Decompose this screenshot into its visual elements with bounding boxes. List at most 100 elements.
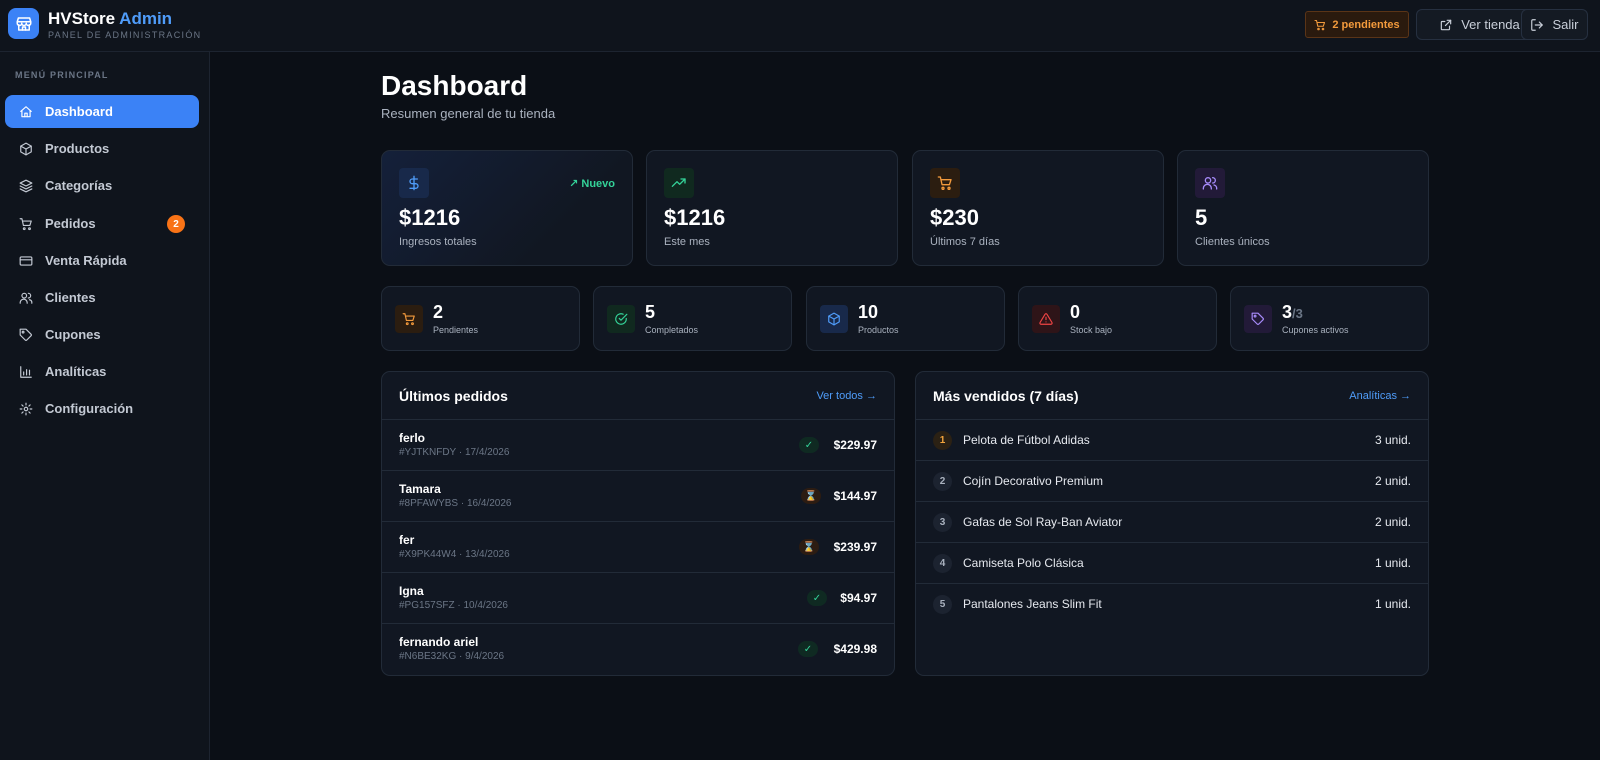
store-logo-icon[interactable]	[8, 8, 39, 39]
cart-icon	[395, 305, 423, 333]
brand-subtitle: PANEL DE ADMINISTRACIÓN	[48, 30, 202, 40]
panel-title: Más vendidos (7 días)	[933, 388, 1079, 404]
sidebar-item-label: Venta Rápida	[45, 253, 127, 268]
product-qty: 2 unid.	[1374, 515, 1411, 529]
sidebar-item-configuracion[interactable]: Configuración	[5, 392, 199, 425]
view-all-orders-link[interactable]: Ver todos →	[816, 390, 877, 402]
order-row[interactable]: fer #X9PK44W4 · 13/4/2026 ⌛ $239.97	[382, 522, 894, 573]
cart-icon	[930, 168, 960, 198]
order-row[interactable]: Tamara #8PFAWYBS · 16/4/2026 ⌛ $144.97	[382, 471, 894, 522]
pending-orders-label: 2 pendientes	[1332, 18, 1400, 31]
best-seller-row[interactable]: 4 Camiseta Polo Clásica 1 unid.	[916, 543, 1428, 584]
mini-card-pending: 2 Pendientes	[381, 286, 580, 351]
sidebar-item-label: Dashboard	[45, 104, 113, 119]
mini-value: 5	[645, 302, 656, 322]
view-store-label: Ver tienda	[1461, 17, 1520, 32]
layers-icon	[18, 178, 34, 194]
sidebar-item-cupones[interactable]: Cupones	[5, 318, 199, 351]
sidebar-item-label: Clientes	[45, 290, 96, 305]
latest-orders-panel: Últimos pedidos Ver todos → ferlo #YJTKN…	[381, 371, 895, 676]
product-name: Gafas de Sol Ray-Ban Aviator	[963, 515, 1123, 529]
product-qty: 2 unid.	[1374, 474, 1411, 488]
sidebar-item-label: Configuración	[45, 401, 134, 416]
bar-chart-icon	[18, 364, 34, 380]
stat-label: Este mes	[664, 236, 710, 248]
status-completed-icon: ✓	[807, 590, 827, 606]
stat-label: Clientes únicos	[1195, 236, 1270, 248]
best-sellers-panel: Más vendidos (7 días) Analíticas → 1 Pel…	[915, 371, 1429, 676]
analytics-link[interactable]: Analíticas →	[1349, 390, 1411, 402]
pending-orders-button[interactable]: 2 pendientes	[1305, 11, 1409, 38]
trending-up-icon	[664, 168, 694, 198]
sidebar-item-categorias[interactable]: Categorías	[5, 169, 199, 202]
mini-label: Stock bajo	[1070, 325, 1113, 335]
product-name: Pelota de Fútbol Adidas	[963, 433, 1090, 447]
brand-name: HVStore Admin	[48, 9, 173, 28]
stat-value: $230	[930, 205, 979, 230]
panel-title: Últimos pedidos	[399, 388, 508, 404]
card-icon	[18, 253, 34, 269]
top-header: HVStore Admin PANEL DE ADMINISTRACIÓN 2 …	[0, 0, 1600, 52]
mini-label: Cupones activos	[1282, 325, 1349, 335]
status-pending-icon: ⌛	[799, 539, 819, 555]
sidebar-item-analiticas[interactable]: Analíticas	[5, 355, 199, 388]
rank-badge: 5	[933, 595, 952, 614]
users-icon	[1195, 168, 1225, 198]
stat-card-total-revenue: ↗ Nuevo $1216 Ingresos totales	[381, 150, 633, 266]
brand-accent: Admin	[119, 9, 173, 28]
mini-card-low-stock: 0 Stock bajo	[1018, 286, 1217, 351]
sidebar-item-clientes[interactable]: Clientes	[5, 281, 199, 314]
sidebar-item-label: Analíticas	[45, 364, 107, 379]
sidebar-item-productos[interactable]: Productos	[5, 132, 199, 165]
sidebar: MENÚ PRINCIPAL Dashboard Productos Categ…	[0, 52, 210, 760]
rank-badge: 2	[933, 472, 952, 491]
divider	[382, 419, 894, 420]
sidebar-item-venta-rapida[interactable]: Venta Rápida	[5, 244, 199, 277]
divider	[916, 419, 1428, 420]
mini-label: Pendientes	[433, 325, 479, 335]
best-seller-row[interactable]: 1 Pelota de Fútbol Adidas 3 unid.	[916, 420, 1428, 461]
external-link-icon	[1439, 18, 1453, 32]
order-meta: #X9PK44W4 · 13/4/2026	[399, 549, 510, 560]
page-subtitle: Resumen general de tu tienda	[381, 106, 556, 121]
order-customer: fer	[399, 533, 415, 547]
stat-card-this-month: $1216 Este mes	[646, 150, 898, 266]
cart-icon	[18, 216, 34, 232]
mini-value: 0	[1070, 302, 1081, 322]
box-icon	[18, 141, 34, 157]
best-seller-row[interactable]: 5 Pantalones Jeans Slim Fit 1 unid.	[916, 584, 1428, 625]
sidebar-item-pedidos[interactable]: Pedidos 2	[5, 207, 199, 240]
warning-icon	[1032, 305, 1060, 333]
cart-icon	[1314, 19, 1326, 31]
order-row[interactable]: fernando ariel #N6BE32KG · 9/4/2026 ✓ $4…	[382, 624, 894, 675]
check-circle-icon	[607, 305, 635, 333]
best-seller-row[interactable]: 3 Gafas de Sol Ray-Ban Aviator 2 unid.	[916, 502, 1428, 543]
gear-icon	[18, 401, 34, 417]
tag-icon	[1244, 305, 1272, 333]
order-customer: fernando ariel	[399, 635, 479, 649]
users-icon	[18, 290, 34, 306]
order-amount: $429.98	[833, 642, 877, 656]
order-meta: #PG157SFZ · 10/4/2026	[399, 600, 508, 611]
mini-label: Productos	[858, 325, 899, 335]
order-row[interactable]: Igna #PG157SFZ · 10/4/2026 ✓ $94.97	[382, 573, 894, 624]
stat-value: $1216	[399, 205, 461, 230]
new-tag: ↗ Nuevo	[569, 178, 615, 190]
order-meta: #8PFAWYBS · 16/4/2026	[399, 498, 512, 509]
order-amount: $94.97	[840, 591, 877, 605]
best-seller-row[interactable]: 2 Cojín Decorativo Premium 2 unid.	[916, 461, 1428, 502]
mini-value: 3/3	[1282, 302, 1303, 322]
order-row[interactable]: ferlo #YJTKNFDY · 17/4/2026 ✓ $229.97	[382, 420, 894, 471]
page-title: Dashboard	[381, 70, 528, 101]
order-customer: ferlo	[399, 431, 426, 445]
mini-value: 10	[858, 302, 879, 322]
status-pending-icon: ⌛	[801, 488, 821, 504]
status-completed-icon: ✓	[798, 641, 818, 657]
logout-button[interactable]: Salir	[1521, 9, 1588, 40]
order-meta: #N6BE32KG · 9/4/2026	[399, 651, 505, 662]
dollar-icon	[399, 168, 429, 198]
sidebar-item-dashboard[interactable]: Dashboard	[5, 95, 199, 128]
mini-card-completed: 5 Completados	[593, 286, 792, 351]
order-amount: $144.97	[833, 489, 877, 503]
status-completed-icon: ✓	[799, 437, 819, 453]
